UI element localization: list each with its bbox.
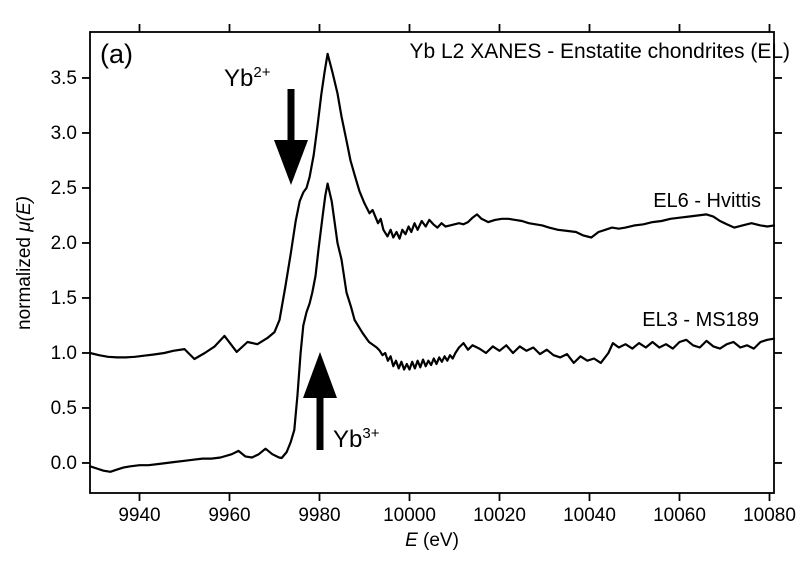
panel-label: (a) [100, 39, 133, 69]
spectrum-el6-hvittis [88, 52, 776, 361]
y-tick-label: 3.0 [51, 123, 77, 144]
y-tick-label: 1.0 [51, 343, 77, 364]
x-tick-label: 9960 [208, 505, 250, 526]
y-tick-label: 1.5 [51, 288, 77, 309]
label-el3-ms189: EL3 - MS189 [642, 309, 759, 331]
x-tick-label: 10060 [653, 505, 706, 526]
x-axis-ticks: 9940 9960 9980 10000 10020 10040 10060 10080 [118, 24, 796, 526]
chart-title: Yb L2 XANES - Enstatite chondrites (EL) [409, 40, 790, 63]
x-tick-label: 10080 [743, 505, 796, 526]
x-tick-label: 9940 [118, 505, 160, 526]
y-axis-ticks: 0.0 0.5 1.0 1.5 2.0 2.5 3.0 3.5 [51, 68, 782, 474]
x-axis-label: E (eV) [405, 530, 459, 551]
x-tick-label: 9980 [298, 505, 340, 526]
y-tick-label: 2.5 [51, 178, 77, 199]
plot-frame [89, 31, 775, 494]
annotation-yb3-label: Yb3+ [333, 425, 380, 453]
x-tick-label: 10000 [383, 505, 436, 526]
y-axis-label: normalized μ(E) [14, 196, 35, 330]
label-el6-hvittis: EL6 - Hvittis [653, 190, 761, 212]
spectrum-el3-ms189 [88, 182, 776, 473]
yb3-up-arrow-icon [303, 352, 337, 450]
yb2-down-arrow-icon [274, 89, 308, 185]
y-tick-label: 0.0 [51, 453, 77, 474]
x-tick-label: 10020 [473, 505, 526, 526]
y-tick-label: 0.5 [51, 398, 77, 419]
y-tick-label: 2.0 [51, 233, 77, 254]
y-tick-label: 3.5 [51, 68, 77, 89]
annotation-yb2-label: Yb2+ [224, 64, 271, 92]
x-tick-label: 10040 [563, 505, 616, 526]
